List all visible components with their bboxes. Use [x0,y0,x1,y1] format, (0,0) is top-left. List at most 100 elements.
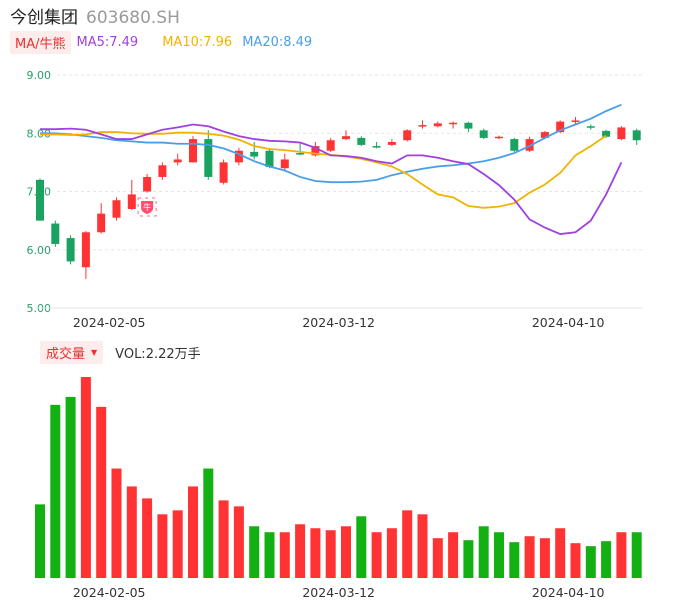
volume-bar [50,404,61,578]
bull-shield-icon [141,201,154,214]
volume-bar [601,541,612,578]
volume-bar [126,486,137,578]
candle-body [81,232,90,268]
volume-indicator-dropdown[interactable]: 成交量 ▼ [40,341,104,364]
volume-bar [233,506,244,578]
volume-bar [616,532,627,578]
candle-body [326,140,335,151]
ma10-line [40,131,607,209]
volume-x-tick-label: 2024-03-12 [302,585,375,600]
volume-bar [279,532,290,578]
candle-body [97,213,106,233]
stock-code: 603680.SH [86,8,180,28]
candle-body [357,137,366,145]
candle-body [112,200,121,218]
volume-bars [35,376,642,578]
volume-bar [417,514,428,578]
candle-body [127,194,136,209]
candle-body [433,123,442,127]
candle-body [495,136,503,139]
bull-marker-label: 牛 [143,202,151,212]
candle-body [372,146,381,148]
volume-bar [325,530,336,578]
y-tick-label: 8.00 [27,127,52,140]
candle-body [479,130,488,138]
volume-bar [157,514,168,578]
ma10-label: MA10:7.96 [162,35,233,50]
candle-body [449,122,458,125]
volume-bar [371,532,382,578]
volume-bar [509,542,520,578]
volume-bar [65,396,76,578]
volume-bar [463,540,474,578]
x-tick-label: 2024-03-12 [302,315,375,330]
ma20-label: MA20:8.49 [242,35,313,50]
ma5-line [40,123,623,235]
candle-body [632,130,641,141]
candle-body [296,153,305,155]
volume-bar [631,532,642,578]
volume-bar [524,536,535,578]
volume-bar [494,532,504,578]
volume-bar [35,504,45,578]
candle-body [525,139,534,151]
volume-x-tick-label: 2024-04-10 [532,585,605,600]
candle-body [602,130,611,137]
candle-body [234,150,243,163]
candle-body [66,238,75,262]
volume-bar [249,526,260,578]
volume-bar [402,510,413,578]
candle-body [311,146,320,156]
stock-name: 今创集团 [10,8,78,28]
volume-value: VOL:2.22万手 [115,347,201,362]
volume-bar [585,546,596,578]
ma20-line [40,103,622,184]
candle-body [36,179,44,221]
ma-indicator-tag[interactable]: MA/牛熊 [10,31,71,54]
volume-bar [310,528,321,578]
volume-bar [142,498,153,578]
candle-body [387,141,396,145]
volume-bar [570,543,581,578]
volume-bar [188,486,198,578]
ma5-label: MA5:7.49 [76,35,139,50]
volume-bar [96,406,107,578]
header: 今创集团 603680.SH [10,3,180,29]
volume-bar [172,510,183,578]
bull-marker-frame [137,197,157,217]
volume-bar [386,528,397,578]
candles [36,116,641,279]
volume-bar [80,376,91,578]
candle-body [250,151,259,157]
volume-bar [264,532,275,578]
candle-body [265,150,274,168]
candle-body [510,139,519,151]
volume-bar [539,538,550,578]
candle-body [464,122,473,129]
y-tick-label: 9.00 [27,69,52,82]
candle-body [51,223,60,244]
y-tick-label: 6.00 [27,244,52,257]
candle-body [280,159,289,169]
candle-body [403,130,412,141]
volume-bar [448,532,459,578]
candle-body [418,125,427,127]
candle-body [204,139,213,177]
volume-indicator-label: 成交量 [46,347,86,362]
x-tick-label: 2024-04-10 [532,315,605,330]
candle-body [342,136,350,140]
candle-body [556,121,565,133]
volume-x-tick-label: 2024-02-05 [73,585,146,600]
volume-bar [432,538,443,578]
candle-body [173,159,182,163]
volume-legend: 成交量 ▼ VOL:2.22万手 [40,341,201,364]
candle-body [586,126,595,128]
x-tick-label: 2024-02-05 [73,315,146,330]
volume-bar [218,500,229,578]
volume-bar [203,468,214,578]
candle-body [540,132,549,138]
candle-body [143,176,152,192]
candle-body [571,120,580,122]
ma-legend: MA/牛熊 MA5:7.49 MA10:7.96 MA20:8.49 [10,31,312,54]
